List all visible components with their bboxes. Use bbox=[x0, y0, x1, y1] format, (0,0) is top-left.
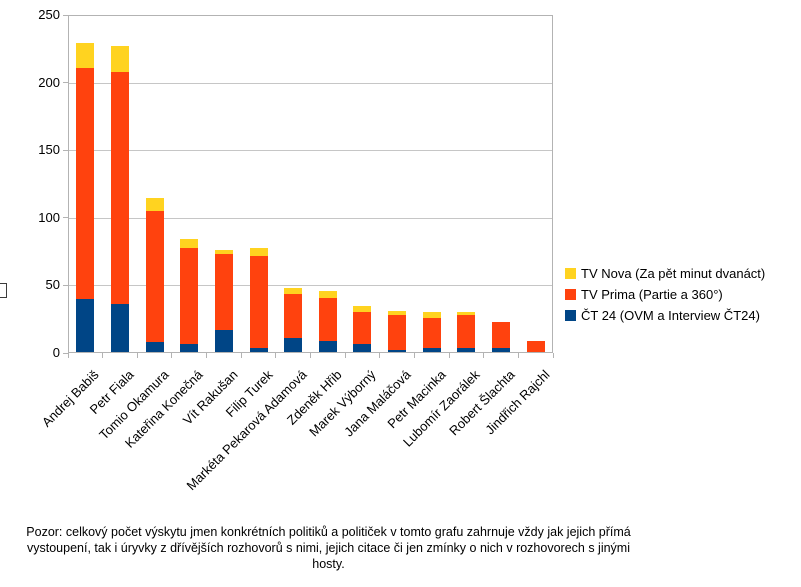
x-axis-tick bbox=[344, 353, 346, 358]
bar-segment-nova bbox=[180, 239, 199, 248]
x-axis-tick bbox=[517, 353, 519, 358]
y-axis-tick bbox=[63, 284, 68, 286]
bar-segment-ct24 bbox=[110, 304, 129, 353]
bar-segment-nova bbox=[145, 197, 164, 212]
bar-segment-prima bbox=[388, 315, 407, 351]
caption-line: vystoupení, tak i úryvky z dřívějších ro… bbox=[27, 541, 630, 555]
legend-label: ČT 24 (OVM a Interview ČT24) bbox=[581, 308, 760, 323]
legend-label: TV Nova (Za pět minut dvanáct) bbox=[581, 266, 766, 281]
bar-segment-nova bbox=[249, 247, 268, 256]
bar-segment-ct24 bbox=[76, 298, 95, 353]
bar-segment-prima bbox=[457, 315, 476, 348]
bar-segment-prima bbox=[76, 67, 95, 299]
bar-segment-prima bbox=[180, 247, 199, 344]
bar-segment-nova bbox=[422, 312, 441, 318]
bar-segment-prima bbox=[249, 255, 268, 348]
legend-swatch-icon bbox=[565, 268, 576, 279]
y-axis-tick-label: 200 bbox=[38, 74, 60, 90]
bar-segment-nova bbox=[388, 311, 407, 316]
bar-segment-ct24 bbox=[353, 343, 372, 353]
legend-swatch-icon bbox=[565, 310, 576, 321]
bar-segment-ct24 bbox=[145, 342, 164, 353]
bar-segment-nova bbox=[353, 305, 372, 313]
plot-area-border bbox=[68, 15, 553, 353]
bar-segment-prima bbox=[318, 297, 337, 341]
gridline bbox=[68, 217, 553, 219]
bar-segment-ct24 bbox=[422, 347, 441, 353]
legend-label: TV Prima (Partie a 360°) bbox=[581, 287, 723, 302]
bar-segment-prima bbox=[353, 312, 372, 344]
gridline bbox=[68, 285, 553, 287]
bar-segment-ct24 bbox=[214, 330, 233, 353]
bar-segment-nova bbox=[76, 43, 95, 68]
x-axis-tick bbox=[206, 353, 208, 358]
y-axis-tick bbox=[63, 14, 68, 16]
y-axis-title-missing-glyph-icon bbox=[0, 283, 7, 298]
x-axis-tick bbox=[102, 353, 104, 358]
x-axis-tick bbox=[448, 353, 450, 358]
bar-segment-nova bbox=[318, 290, 337, 298]
y-axis-tick bbox=[63, 217, 68, 219]
legend-item: TV Nova (Za pět minut dvanáct) bbox=[565, 266, 765, 281]
bar-segment-nova bbox=[214, 250, 233, 255]
bar-segment-prima bbox=[110, 71, 129, 305]
bar-segment-nova bbox=[457, 312, 476, 316]
bar-segment-ct24 bbox=[249, 347, 268, 353]
bar-segment-prima bbox=[145, 211, 164, 343]
bar-segment-ct24 bbox=[492, 347, 511, 353]
x-axis-tick bbox=[483, 353, 485, 358]
caption-line: hosty. bbox=[312, 557, 345, 571]
gridline bbox=[68, 82, 553, 84]
legend-item: ČT 24 (OVM a Interview ČT24) bbox=[565, 308, 760, 323]
bar-segment-ct24 bbox=[388, 350, 407, 353]
y-axis-tick bbox=[63, 352, 68, 354]
bar-segment-prima bbox=[422, 317, 441, 348]
caption-line: Pozor: celkový počet výskytu jmen konkré… bbox=[26, 525, 631, 539]
x-axis-tick bbox=[379, 353, 381, 358]
bar-segment-ct24 bbox=[318, 340, 337, 353]
bar-segment-ct24 bbox=[180, 343, 199, 353]
x-axis-tick bbox=[240, 353, 242, 358]
bar-segment-nova bbox=[110, 46, 129, 72]
x-axis-tick bbox=[310, 353, 311, 358]
bar-segment-ct24 bbox=[284, 338, 303, 353]
bar-segment-prima bbox=[284, 293, 303, 339]
legend-swatch-icon bbox=[565, 289, 576, 300]
bar-segment-ct24 bbox=[457, 347, 476, 353]
y-axis-tick-label: 250 bbox=[38, 7, 60, 22]
y-axis-tick-label: 50 bbox=[45, 277, 60, 293]
bar-segment-nova bbox=[284, 288, 303, 294]
x-axis-tick bbox=[136, 353, 138, 358]
gridline bbox=[68, 150, 553, 152]
legend-item: TV Prima (Partie a 360°) bbox=[565, 287, 723, 302]
y-axis-tick-label: 150 bbox=[38, 142, 60, 158]
bar-segment-prima bbox=[492, 321, 511, 348]
y-axis-tick bbox=[63, 149, 68, 151]
x-axis-tick bbox=[171, 353, 173, 358]
x-axis-tick bbox=[413, 353, 415, 358]
y-axis-tick bbox=[63, 82, 68, 84]
y-axis-tick-label: 100 bbox=[38, 209, 60, 225]
bar-segment-prima bbox=[214, 254, 233, 330]
x-axis-tick bbox=[275, 353, 277, 358]
x-axis-tick bbox=[67, 353, 69, 358]
x-axis-tick bbox=[552, 353, 554, 358]
y-axis-tick-label: 0 bbox=[52, 345, 60, 360]
chart-caption: Pozor: celkový počet výskytu jmen konkré… bbox=[0, 524, 657, 572]
bar-segment-prima bbox=[526, 340, 545, 353]
